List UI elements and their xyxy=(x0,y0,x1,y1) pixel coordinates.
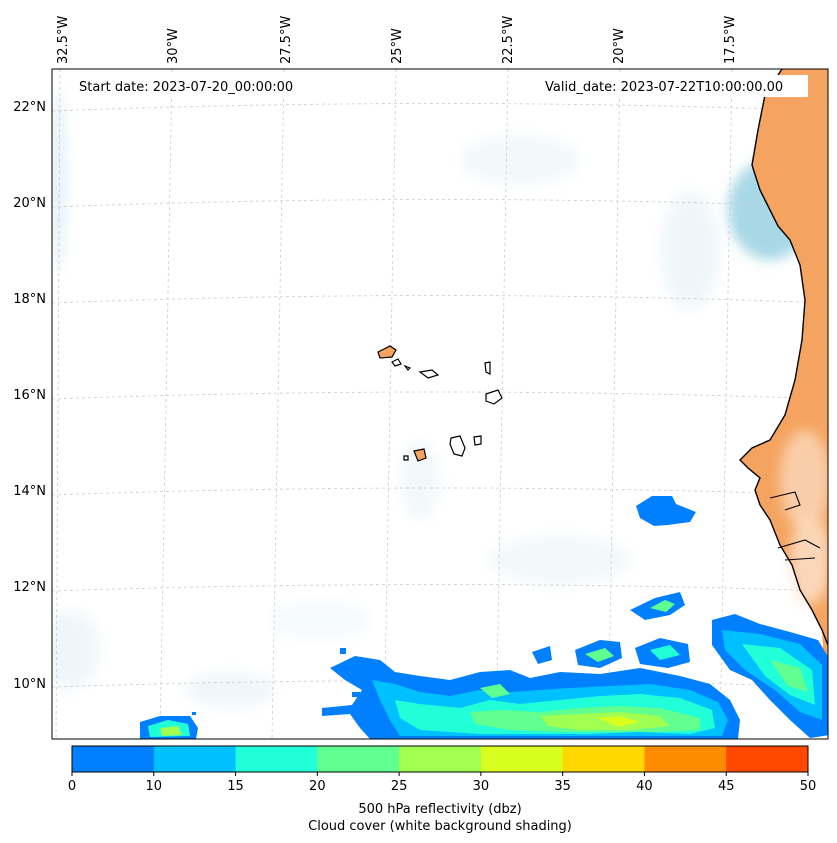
colorbar-tick-label: 45 xyxy=(718,779,735,794)
valid-date-box xyxy=(538,75,808,97)
colorbar-segment xyxy=(72,746,155,772)
africa-coastline xyxy=(739,69,828,646)
start-date-box xyxy=(72,75,312,97)
colorbar: 0 10 15 20 25 30 35 40 45 50 xyxy=(68,745,817,794)
reflectivity-cell xyxy=(742,644,815,705)
lat-label: 10°N xyxy=(13,677,46,692)
colorbar-label-line1: 500 hPa reflectivity (dbz) xyxy=(358,802,521,817)
cloud-cover-shading xyxy=(52,90,720,708)
colorbar-tick-label: 20 xyxy=(309,779,326,794)
lon-label: 30°W xyxy=(166,28,181,64)
lat-label: 12°N xyxy=(13,580,46,595)
lon-label: 22.5°W xyxy=(501,16,516,64)
lat-label: 14°N xyxy=(13,484,46,499)
lat-label: 16°N xyxy=(13,388,46,403)
reflectivity-cell xyxy=(636,496,696,526)
colorbar-segment xyxy=(153,746,237,772)
colorbar-tick-label: 0 xyxy=(68,779,76,794)
reflectivity-cell xyxy=(340,648,346,654)
reflectivity-cell xyxy=(480,684,510,698)
colorbar-label-line2: Cloud cover (white background shading) xyxy=(308,819,572,834)
coastal-land-fade xyxy=(780,430,828,605)
cape-verde-islands xyxy=(377,345,503,462)
colorbar-frame xyxy=(71,745,809,773)
lon-label: 25°W xyxy=(390,28,405,64)
reflectivity-cell xyxy=(598,716,640,727)
reflectivity-cell xyxy=(650,645,680,660)
lat-label: 22°N xyxy=(13,100,46,115)
guinea-bissau-border xyxy=(777,539,821,561)
colorbar-tick-label: 10 xyxy=(146,779,163,794)
colorbar-tick-label: 40 xyxy=(636,779,653,794)
colorbar-segment xyxy=(644,746,727,772)
lon-label: 17.5°W xyxy=(723,16,738,64)
valid-date-text: Valid_date: 2023-07-22T10:00:00.00 xyxy=(545,80,783,95)
colorbar-segment xyxy=(562,746,645,772)
longitude-labels: 32.5°W 30°W 27.5°W 25°W 22.5°W 20°W 17.5… xyxy=(56,16,738,64)
colorbar-segment xyxy=(317,746,400,772)
colorbar-tick-label: 25 xyxy=(391,779,408,794)
colorbar-tick-label: 30 xyxy=(473,779,490,794)
map-panel xyxy=(52,69,828,739)
lon-label: 32.5°W xyxy=(56,16,71,64)
map-frame xyxy=(51,68,829,740)
lon-label: 20°W xyxy=(612,28,627,64)
reflectivity-cell xyxy=(532,646,552,664)
reflectivity-field xyxy=(140,496,828,739)
lat-label: 20°N xyxy=(13,196,46,211)
reflectivity-cell xyxy=(585,648,614,662)
reflectivity-cell xyxy=(160,726,182,736)
colorbar-segment xyxy=(235,746,318,772)
colorbar-segment xyxy=(726,746,809,772)
colorbar-tick-label: 50 xyxy=(800,779,817,794)
latitude-labels: 22°N 20°N 18°N 16°N 14°N 12°N 10°N xyxy=(13,100,46,692)
lon-label: 27.5°W xyxy=(279,16,294,64)
reflectivity-cell xyxy=(352,692,360,697)
lat-label: 18°N xyxy=(13,292,46,307)
gambia-border xyxy=(769,491,801,511)
reflectivity-cell xyxy=(650,600,675,612)
colorbar-tick-label: 35 xyxy=(554,779,571,794)
colorbar-segment xyxy=(480,746,564,772)
colorbar-segment xyxy=(399,746,482,772)
start-date-text: Start date: 2023-07-20_00:00:00 xyxy=(79,80,293,95)
reflectivity-cell xyxy=(192,712,196,715)
colorbar-tick-label: 15 xyxy=(227,779,244,794)
reflectivity-cell xyxy=(770,660,808,692)
